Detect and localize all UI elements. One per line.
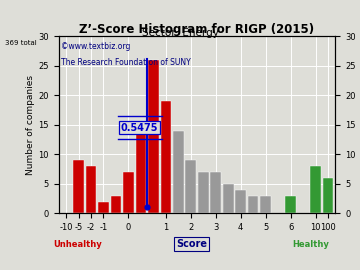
Text: 0.5475: 0.5475 xyxy=(121,123,158,133)
Bar xyxy=(185,160,196,213)
Text: Sector: Energy: Sector: Energy xyxy=(141,28,219,38)
Text: Score: Score xyxy=(176,239,207,249)
Bar xyxy=(148,60,159,213)
Bar xyxy=(248,195,258,213)
Bar xyxy=(98,201,109,213)
Bar xyxy=(161,101,171,213)
Title: Z’-Score Histogram for RIGP (2015): Z’-Score Histogram for RIGP (2015) xyxy=(80,23,315,36)
Bar xyxy=(310,166,321,213)
Text: 369 total: 369 total xyxy=(5,40,36,46)
Text: Healthy: Healthy xyxy=(292,240,329,249)
Bar xyxy=(223,184,234,213)
Y-axis label: Number of companies: Number of companies xyxy=(26,75,35,175)
Bar xyxy=(73,160,84,213)
Bar xyxy=(260,195,271,213)
Bar xyxy=(323,178,333,213)
Bar xyxy=(86,166,96,213)
Bar xyxy=(235,190,246,213)
Bar xyxy=(198,172,208,213)
Text: The Research Foundation of SUNY: The Research Foundation of SUNY xyxy=(61,58,191,67)
Text: Unhealthy: Unhealthy xyxy=(54,240,102,249)
Bar xyxy=(285,195,296,213)
Bar xyxy=(111,195,121,213)
Text: ©www.textbiz.org: ©www.textbiz.org xyxy=(61,42,131,51)
Bar xyxy=(123,172,134,213)
Bar xyxy=(173,131,184,213)
Bar xyxy=(211,172,221,213)
Bar xyxy=(136,131,146,213)
